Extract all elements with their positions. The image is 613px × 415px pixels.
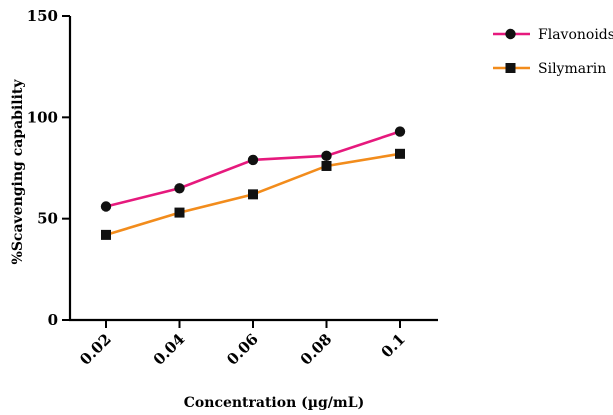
- y-tick-label: 0: [48, 311, 58, 329]
- series: [101, 126, 405, 240]
- x-tick-label: 0.1: [378, 330, 409, 361]
- legend-circle-marker: [505, 29, 515, 39]
- y-tick-label: 100: [27, 108, 58, 126]
- data-point: [101, 230, 111, 240]
- data-point: [321, 151, 331, 161]
- data-point: [174, 183, 184, 193]
- axes: [69, 16, 438, 321]
- data-point: [322, 161, 332, 171]
- data-point: [101, 201, 111, 211]
- legend: Flavonoids Silymarin: [493, 27, 613, 77]
- x-tick-label: 0.08: [297, 330, 336, 369]
- data-point: [395, 126, 405, 136]
- x-tick-label: 0.04: [150, 330, 189, 369]
- legend-label: Flavonoids: [538, 27, 613, 43]
- data-point: [248, 155, 258, 165]
- y-ticks: 0 50 100 150: [27, 7, 70, 329]
- x-tick-label: 0.06: [223, 330, 262, 369]
- x-axis-title: Concentration (µg/mL): [184, 395, 364, 411]
- legend-item-silymarin: Silymarin: [493, 61, 606, 77]
- legend-label: Silymarin: [538, 61, 606, 77]
- data-point: [248, 189, 258, 199]
- data-point: [395, 149, 405, 159]
- y-tick-label: 50: [37, 210, 58, 228]
- x-ticks: 0.02 0.04 0.06 0.08 0.1: [76, 320, 409, 369]
- legend-square-marker: [506, 63, 516, 73]
- legend-item-flavonoids: Flavonoids: [493, 27, 613, 43]
- y-tick-label: 150: [27, 7, 58, 25]
- y-axis-title: %Scavenging capability: [10, 79, 26, 265]
- data-point: [175, 208, 185, 218]
- x-tick-label: 0.02: [76, 330, 115, 369]
